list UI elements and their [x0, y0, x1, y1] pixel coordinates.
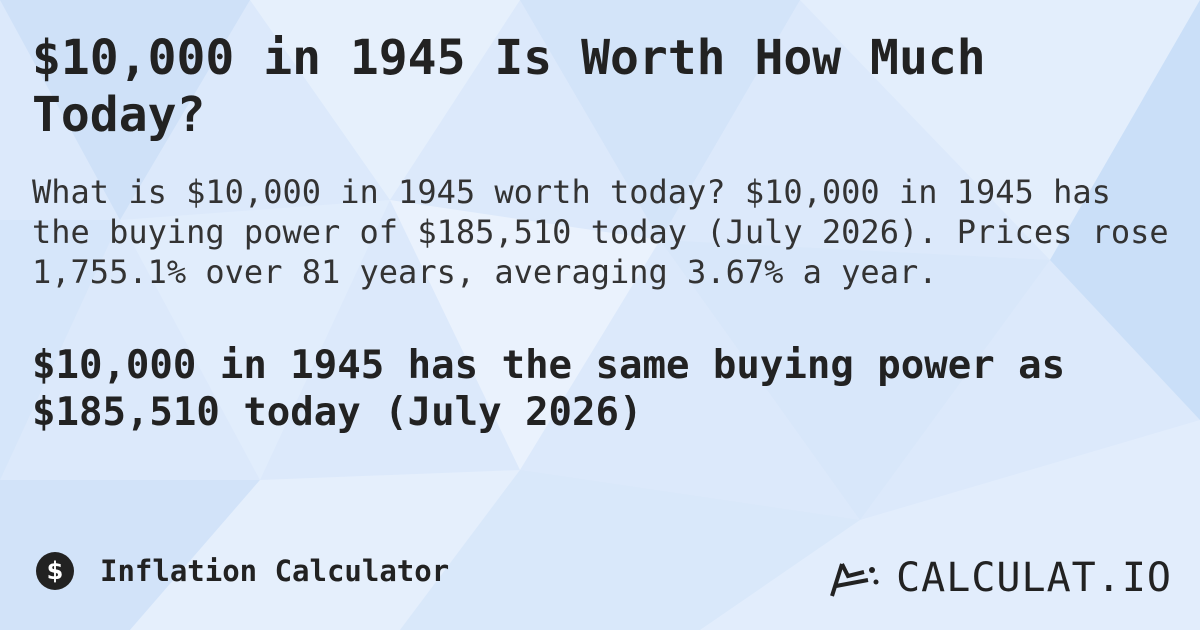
description: What is $10,000 in 1945 worth today? $10…: [32, 173, 1169, 291]
footer-label: Inflation Calculator: [100, 554, 450, 588]
highlight: $10,000 in 1945 has the same buying powe…: [32, 343, 1066, 435]
logo-icon: [830, 563, 879, 597]
title: $10,000 in 1945 Is Worth How Much Today?: [32, 30, 986, 143]
logo: CALCULAT.IO: [896, 555, 1172, 601]
dollar-icon: $: [36, 552, 74, 590]
